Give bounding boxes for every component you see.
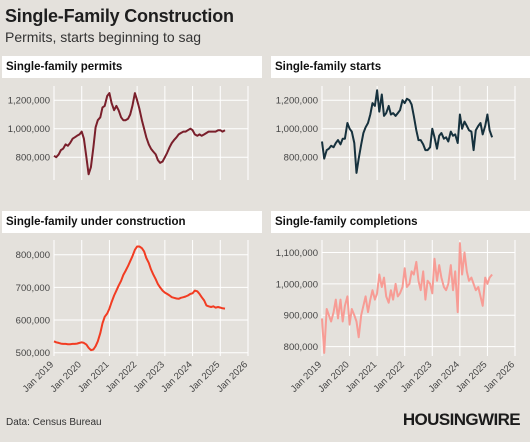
panel-title-completions: Single-family completions <box>271 211 530 233</box>
chart-subtitle: Permits, starts beginning to sag <box>5 29 202 45</box>
y-tick-label: 1,000,000 <box>8 124 50 135</box>
y-tick-label: 500,000 <box>16 348 50 359</box>
series-line <box>321 89 494 174</box>
y-tick-label: 1,000,000 <box>276 279 318 290</box>
series-line <box>53 245 226 352</box>
y-tick-label: 1,200,000 <box>8 96 50 107</box>
y-tick-label: 800,000 <box>284 342 318 353</box>
panel-title-under-construction: Single-family under construction <box>2 211 262 233</box>
y-tick-label: 600,000 <box>16 316 50 327</box>
y-tick-label: 1,100,000 <box>276 248 318 259</box>
y-tick-label: 700,000 <box>16 283 50 294</box>
housingwire-logo: HOUSINGWIRE <box>402 410 521 429</box>
panel-title-permits: Single-family permits <box>2 56 262 78</box>
y-tick-label: 800,000 <box>16 153 50 164</box>
panel-title-starts: Single-family starts <box>271 56 530 78</box>
y-tick-label: 900,000 <box>284 311 318 322</box>
series-line <box>321 242 493 354</box>
series-line <box>53 92 226 176</box>
y-tick-label: 800,000 <box>284 153 318 164</box>
chart-title: Single-Family Construction <box>5 6 234 26</box>
y-tick-label: 1,200,000 <box>276 96 318 107</box>
permits-chart: 800,000 1,000,000 1,200,000 <box>8 86 249 180</box>
starts-chart: 800,000 1,000,000 1,200,000 <box>276 86 516 180</box>
y-tick-label: 1,000,000 <box>276 124 318 135</box>
chart-header: Single-Family Construction Permits, star… <box>5 6 234 45</box>
x-tick-label: Jan 2026 <box>215 359 250 394</box>
data-source-note: Data: Census Bureau <box>6 417 102 428</box>
y-tick-label: 800,000 <box>16 250 50 261</box>
